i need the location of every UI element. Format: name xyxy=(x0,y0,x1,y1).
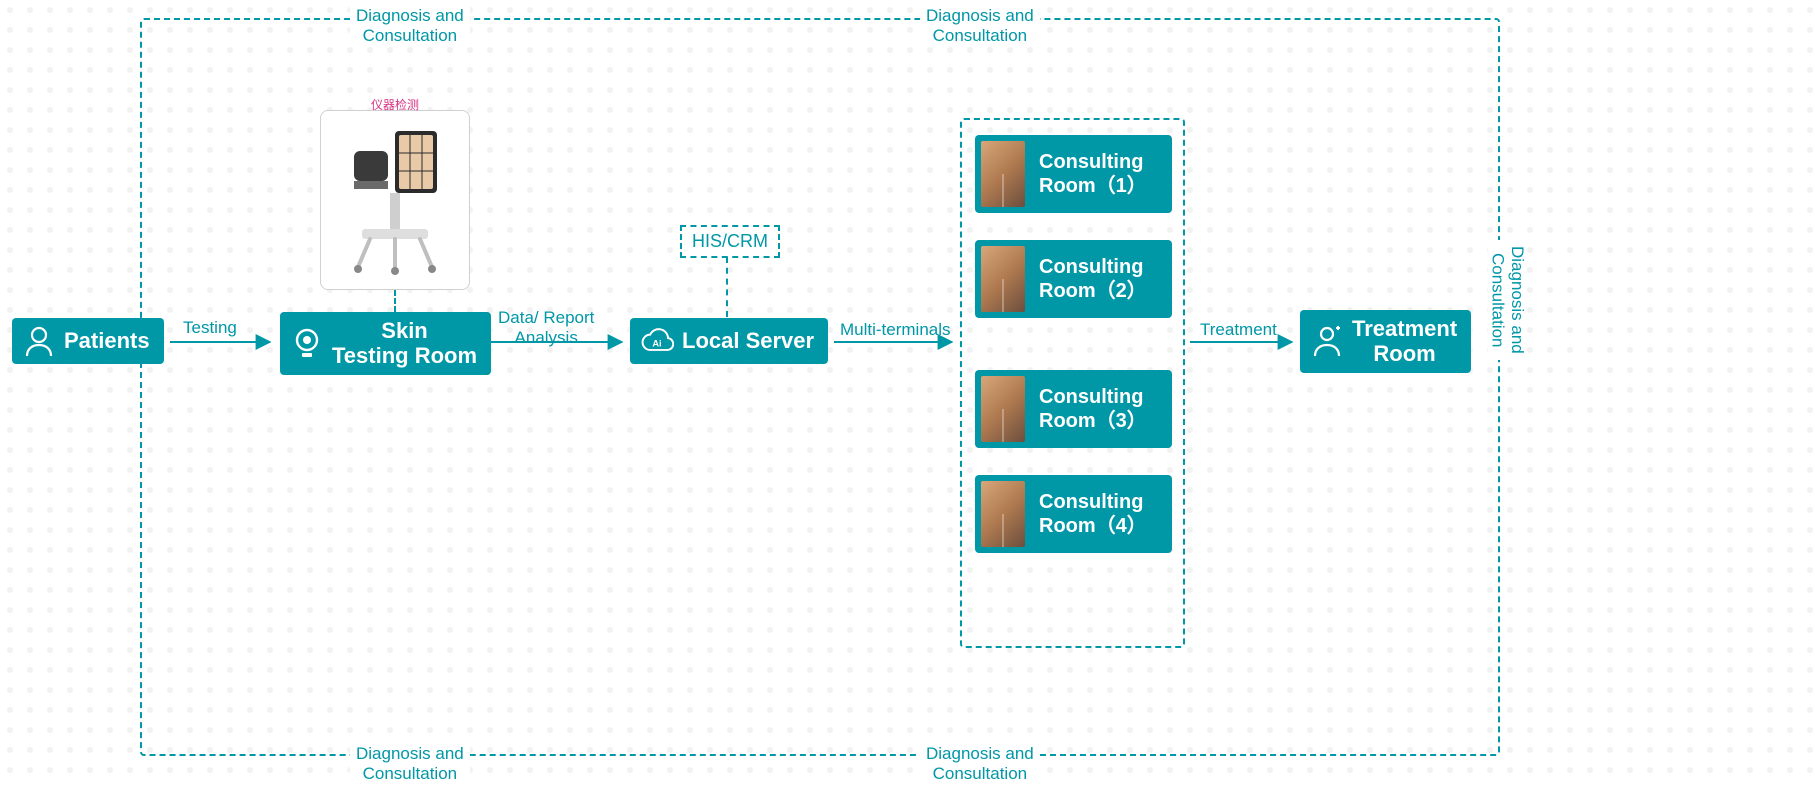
device-box xyxy=(320,110,470,290)
frame-label-right-vertical: Diagnosis and Consultation xyxy=(1488,240,1527,360)
consulting-room-4: Consulting Room（4） xyxy=(975,475,1172,553)
doctor-icon xyxy=(1310,324,1344,358)
face-thumb-icon xyxy=(981,141,1025,207)
device-connector xyxy=(394,290,396,312)
his-crm-tag: HIS/CRM xyxy=(680,225,780,258)
consulting-room-2: Consulting Room（2） xyxy=(975,240,1172,318)
node-skin-testing-label: Skin Testing Room xyxy=(332,318,477,369)
consulting-room-2-label: Consulting Room（2） xyxy=(1039,255,1147,303)
label-treatment: Treatment xyxy=(1200,320,1277,340)
his-crm-connector xyxy=(726,257,728,317)
consulting-room-4-label: Consulting Room（4） xyxy=(1039,490,1147,538)
consulting-room-1: Consulting Room（1） xyxy=(975,135,1172,213)
node-treatment-room-label: Treatment Room xyxy=(1352,316,1457,367)
camera-icon xyxy=(290,326,324,360)
label-data-report: Data/ Report Analysis xyxy=(498,308,594,347)
frame-label-top-right: Diagnosis and Consultation xyxy=(920,6,1040,45)
face-thumb-icon xyxy=(981,246,1025,312)
svg-text:Ai: Ai xyxy=(652,338,661,348)
node-patients-label: Patients xyxy=(64,328,150,353)
consulting-room-3: Consulting Room（3） xyxy=(975,370,1172,448)
face-thumb-icon xyxy=(981,481,1025,547)
frame-label-bottom-right: Diagnosis and Consultation xyxy=(920,744,1040,783)
frame-label-bottom-left: Diagnosis and Consultation xyxy=(350,744,470,783)
node-skin-testing: Skin Testing Room xyxy=(280,312,491,375)
face-thumb-icon xyxy=(981,376,1025,442)
label-multi-terminals: Multi-terminals xyxy=(840,320,951,340)
label-testing: Testing xyxy=(183,318,237,338)
frame-label-top-left: Diagnosis and Consultation xyxy=(350,6,470,45)
diagram-canvas: 仪器检测 Patients Skin Testing Room Ai Local… xyxy=(0,0,1818,787)
consulting-room-3-label: Consulting Room（3） xyxy=(1039,385,1147,433)
consulting-room-1-label: Consulting Room（1） xyxy=(1039,150,1147,198)
node-local-server-label: Local Server xyxy=(682,328,814,353)
node-patients: Patients xyxy=(12,318,164,364)
device-caption: 仪器检测 xyxy=(320,96,470,113)
cloud-ai-icon: Ai xyxy=(640,324,674,358)
node-local-server: Ai Local Server xyxy=(630,318,828,364)
patient-icon xyxy=(22,324,56,358)
node-treatment-room: Treatment Room xyxy=(1300,310,1471,373)
